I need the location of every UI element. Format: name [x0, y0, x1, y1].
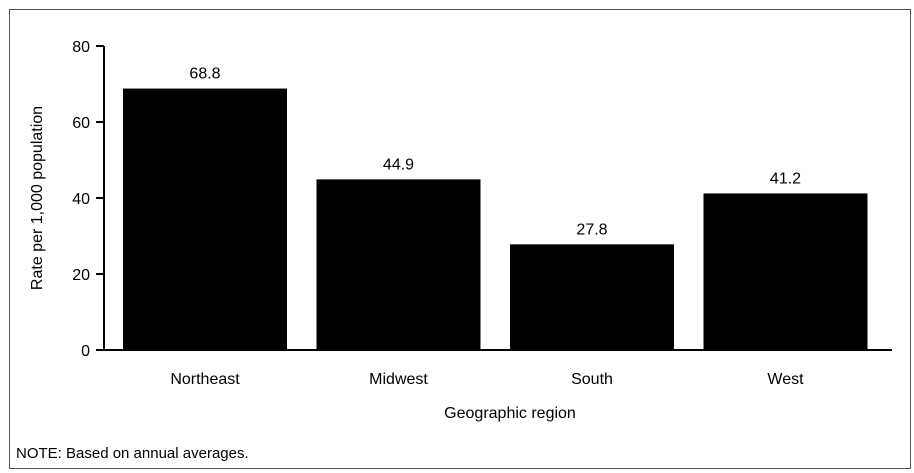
bar-west	[703, 193, 868, 350]
y-axis-label: Rate per 1,000 population	[29, 106, 46, 290]
data-label: 44.9	[383, 156, 414, 173]
y-tick-label: 80	[72, 39, 90, 56]
y-tick-label: 0	[81, 343, 90, 360]
data-label: 27.8	[576, 221, 607, 238]
x-axis-label: Geographic region	[444, 405, 576, 422]
x-tick-label: Northeast	[170, 371, 240, 388]
data-label: 41.2	[770, 170, 801, 187]
bar-south	[510, 244, 674, 350]
y-tick-label: 20	[72, 267, 90, 284]
x-tick-label: West	[767, 371, 804, 388]
x-tick-label: South	[571, 371, 613, 388]
y-tick-label: 40	[72, 191, 90, 208]
bar-northeast	[123, 88, 287, 350]
x-tick-label: Midwest	[369, 371, 428, 388]
chart-frame	[9, 9, 911, 469]
y-tick-label: 60	[72, 115, 90, 132]
bar-midwest	[316, 179, 481, 350]
chart-note: NOTE: Based on annual averages.	[16, 445, 249, 462]
data-label: 68.8	[189, 66, 220, 83]
